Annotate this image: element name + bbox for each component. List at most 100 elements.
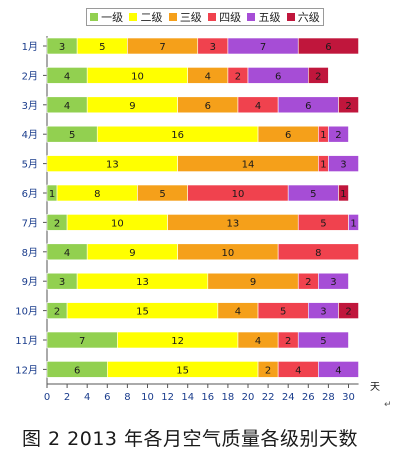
bar-segment xyxy=(297,331,349,349)
x-tick-label: 30 xyxy=(342,392,355,403)
bar-segment xyxy=(338,96,359,114)
legend-swatch-level-2 xyxy=(129,13,138,21)
data-label: 1 xyxy=(340,189,346,200)
y-tick-label: 2月 xyxy=(22,70,38,82)
legend-label: 一级 xyxy=(101,11,124,24)
legend-item: 四级 xyxy=(208,9,241,25)
bar-segment xyxy=(318,272,349,290)
data-label: 2 xyxy=(54,218,60,229)
y-tick-label: 11月 xyxy=(15,335,38,347)
data-label: 12 xyxy=(171,336,184,347)
data-label: 2 xyxy=(305,277,311,288)
legend-swatch-level-4 xyxy=(208,13,217,21)
legend-label: 三级 xyxy=(179,11,202,24)
data-label: 14 xyxy=(242,160,255,171)
data-label: 6 xyxy=(285,130,291,141)
data-label: 1 xyxy=(350,218,356,229)
legend-item: 一级 xyxy=(90,9,123,25)
y-tick-label: 1月 xyxy=(22,41,38,53)
data-label: 16 xyxy=(171,130,184,141)
bar-segment xyxy=(328,155,359,172)
data-label: 10 xyxy=(222,248,235,259)
y-tick-label: 7月 xyxy=(22,217,38,229)
y-tick-label: 12月 xyxy=(15,364,38,376)
data-label: 10 xyxy=(131,71,144,82)
y-tick-label: 5月 xyxy=(22,159,38,171)
data-label: 15 xyxy=(176,365,189,376)
bar-segment xyxy=(297,37,359,55)
data-label: 1 xyxy=(49,189,55,200)
data-label: 7 xyxy=(159,42,165,53)
x-tick-label: 12 xyxy=(161,392,174,403)
data-label: 4 xyxy=(255,336,261,347)
data-label: 2 xyxy=(235,71,241,82)
data-label: 5 xyxy=(310,189,316,200)
legend-label: 六级 xyxy=(297,11,320,24)
paragraph-mark: ↵ xyxy=(384,400,392,410)
y-tick-label: 10月 xyxy=(15,306,38,318)
data-label: 2 xyxy=(345,307,351,318)
data-label: 6 xyxy=(325,42,331,53)
legend-swatch-level-5 xyxy=(247,13,256,21)
data-label: 13 xyxy=(106,160,119,171)
data-label: 3 xyxy=(59,42,65,53)
bar-segment xyxy=(307,67,329,84)
legend-label: 五级 xyxy=(258,11,281,24)
bar-segment xyxy=(338,184,349,202)
data-label: 4 xyxy=(255,101,261,112)
data-label: 10 xyxy=(111,218,124,229)
x-tick-label: 26 xyxy=(302,392,315,403)
x-tick-label: 2 xyxy=(64,392,70,403)
legend-swatch-level-3 xyxy=(168,13,177,21)
data-label: 6 xyxy=(305,101,311,112)
data-label: 3 xyxy=(330,277,336,288)
x-tick-label: 8 xyxy=(124,392,130,403)
x-axis-label: 天 xyxy=(370,382,380,393)
legend-item: 三级 xyxy=(168,9,202,25)
data-label: 4 xyxy=(295,365,301,376)
x-tick-label: 10 xyxy=(141,392,154,403)
data-label: 5 xyxy=(320,218,326,229)
bar-segment xyxy=(348,214,359,231)
x-tick-label: 28 xyxy=(322,392,335,403)
data-label: 9 xyxy=(129,101,135,112)
data-label: 5 xyxy=(159,189,165,200)
legend-item: 五级 xyxy=(247,9,280,25)
data-label: 8 xyxy=(94,189,100,200)
data-label: 3 xyxy=(210,42,216,53)
x-tick-label: 20 xyxy=(242,392,255,403)
data-label: 7 xyxy=(260,42,266,53)
x-tick-label: 0 xyxy=(44,392,50,403)
data-label: 5 xyxy=(69,130,75,141)
x-tick-label: 22 xyxy=(262,392,275,403)
data-label: 4 xyxy=(64,101,70,112)
legend-item: 二级 xyxy=(129,9,162,25)
x-tick-label: 16 xyxy=(201,392,214,403)
legend-item: 六级 xyxy=(286,9,320,25)
data-label: 1 xyxy=(320,130,326,141)
data-label: 6 xyxy=(205,101,211,112)
data-label: 4 xyxy=(64,248,70,259)
data-label: 8 xyxy=(315,248,321,259)
data-label: 4 xyxy=(205,71,211,82)
chart-legend: 一级 二级 三级 四级 五级 六级 xyxy=(86,8,324,26)
data-label: 2 xyxy=(345,101,351,112)
data-label: 5 xyxy=(280,307,286,318)
x-tick-label: 6 xyxy=(104,392,110,403)
data-label: 9 xyxy=(250,277,256,288)
data-label: 2 xyxy=(285,336,291,347)
data-label: 13 xyxy=(136,277,149,288)
data-label: 4 xyxy=(235,307,241,318)
x-tick-label: 24 xyxy=(282,392,295,403)
data-label: 4 xyxy=(335,365,341,376)
x-tick-label: 4 xyxy=(84,392,90,403)
legend-label: 二级 xyxy=(140,11,163,24)
data-label: 6 xyxy=(275,71,281,82)
data-label: 2 xyxy=(315,71,321,82)
legend-swatch-level-6 xyxy=(286,13,295,21)
data-label: 5 xyxy=(320,336,326,347)
data-label: 2 xyxy=(265,365,271,376)
data-label: 1 xyxy=(320,160,326,171)
data-label: 3 xyxy=(340,160,346,171)
x-tick-label: 14 xyxy=(181,392,194,403)
